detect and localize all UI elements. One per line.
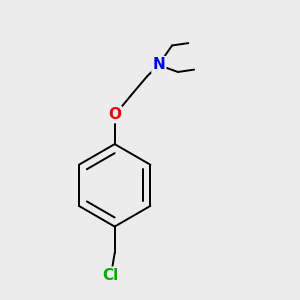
Text: O: O [108, 107, 121, 122]
Text: Cl: Cl [102, 268, 119, 283]
Text: N: N [152, 57, 165, 72]
